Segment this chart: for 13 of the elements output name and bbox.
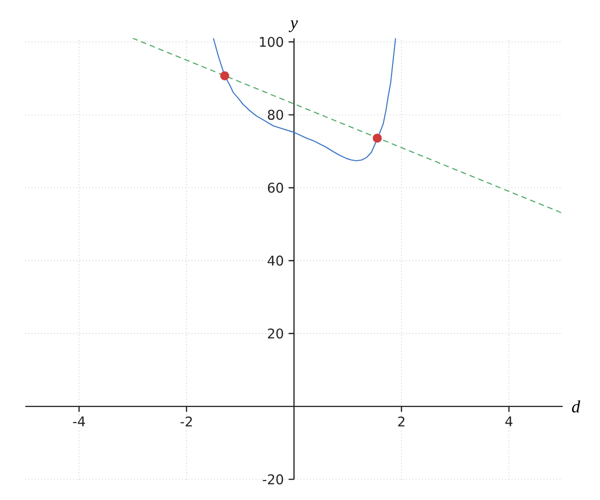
x-axis-title: d [572,400,580,413]
y-axis-title: y [288,20,298,32]
y-tick-label: 80 [268,110,284,120]
y-tick-label: -20 [262,474,284,484]
x-tick-label: -4 [73,416,85,426]
x-tick-label: 4 [505,416,512,426]
x-tick-label: -2 [180,416,192,426]
line-series [212,38,396,162]
y-tick-label: 100 [260,36,284,47]
x-tick-label: 2 [398,416,404,426]
y-tick-label: 40 [268,256,284,266]
y-tick-label: 20 [268,328,284,339]
y-tick-label: 60 [268,182,284,193]
